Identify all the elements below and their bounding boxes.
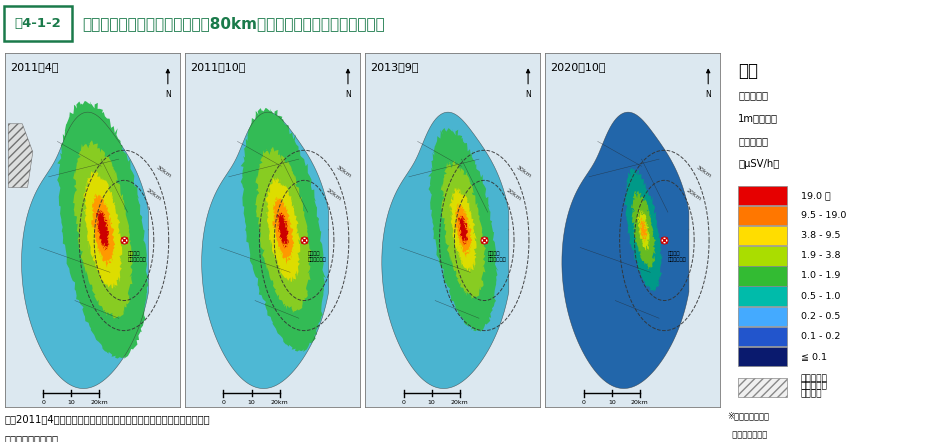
Text: 20km: 20km (505, 187, 522, 202)
Text: 1.0 - 1.9: 1.0 - 1.9 (801, 271, 840, 281)
Polygon shape (255, 147, 311, 313)
Text: （μSV/h）: （μSV/h） (738, 159, 779, 169)
Bar (738, 286, 787, 306)
Text: 0: 0 (582, 400, 586, 405)
Text: 30km: 30km (335, 164, 352, 179)
Text: 1mの高さの: 1mの高さの (738, 113, 778, 123)
Polygon shape (272, 197, 295, 265)
Text: 然核種による空: 然核種による空 (727, 431, 768, 440)
Polygon shape (265, 177, 301, 282)
Text: 10: 10 (608, 400, 615, 405)
Text: 凡例: 凡例 (738, 62, 758, 80)
Text: 福島第一
原子力発電所: 福島第一 原子力発電所 (487, 251, 506, 262)
Polygon shape (382, 112, 509, 389)
Polygon shape (449, 187, 477, 272)
Polygon shape (73, 140, 134, 320)
Text: 10: 10 (247, 400, 255, 405)
Text: 2011年10月: 2011年10月 (191, 62, 246, 72)
Text: 30km: 30km (515, 164, 532, 179)
Bar (738, 327, 787, 346)
Polygon shape (277, 211, 289, 248)
Polygon shape (91, 194, 116, 268)
Polygon shape (630, 191, 656, 269)
Polygon shape (441, 160, 486, 299)
Text: 図4-1-2: 図4-1-2 (14, 17, 62, 30)
Text: 0: 0 (222, 400, 226, 405)
Bar (738, 226, 787, 245)
Polygon shape (458, 214, 469, 245)
Text: 2020年10月: 2020年10月 (551, 62, 606, 72)
Text: 3.8 - 9.5: 3.8 - 9.5 (801, 231, 840, 240)
Bar (738, 266, 787, 286)
Text: 福島第一
原子力発電所: 福島第一 原子力発電所 (307, 251, 326, 262)
Text: 空間線量率: 空間線量率 (738, 136, 768, 146)
Text: 10: 10 (428, 400, 435, 405)
Text: 福島第一
原子力発電所: 福島第一 原子力発電所 (127, 251, 146, 262)
Text: 地表面から: 地表面から (738, 90, 768, 100)
Text: 0: 0 (402, 400, 406, 405)
Text: 0.2 - 0.5: 0.2 - 0.5 (801, 312, 840, 321)
Text: 2011年4月: 2011年4月 (10, 62, 59, 72)
Text: 2013年9月: 2013年9月 (371, 62, 419, 72)
Polygon shape (623, 168, 664, 292)
Text: 1.9 - 3.8: 1.9 - 3.8 (801, 251, 840, 260)
Polygon shape (637, 209, 650, 251)
Text: 20km: 20km (631, 400, 648, 405)
Text: ≦ 0.1: ≦ 0.1 (801, 352, 827, 361)
Polygon shape (57, 101, 150, 358)
Text: N: N (165, 90, 171, 99)
Text: 資料：原子力規制庁: 資料：原子力規制庁 (5, 434, 59, 442)
Bar (738, 246, 787, 266)
Text: 0.5 - 1.0: 0.5 - 1.0 (801, 292, 840, 301)
Text: 30km: 30km (155, 164, 172, 179)
Text: N: N (345, 90, 351, 99)
Text: 20km: 20km (685, 187, 702, 202)
Text: N: N (525, 90, 531, 99)
Text: 20km: 20km (145, 187, 162, 202)
Text: 19.0 ＜: 19.0 ＜ (801, 191, 830, 200)
Text: 20km: 20km (91, 400, 108, 405)
Polygon shape (22, 112, 149, 389)
Polygon shape (202, 112, 329, 389)
Bar (738, 186, 787, 205)
Polygon shape (83, 170, 122, 289)
Text: 20km: 20km (451, 400, 468, 405)
Bar (738, 307, 787, 326)
Text: 9.5 - 19.0: 9.5 - 19.0 (801, 211, 846, 220)
Polygon shape (96, 209, 110, 251)
Bar (738, 206, 787, 225)
Text: N: N (705, 90, 711, 99)
Text: 注：2011年4月のマップは現在と異なる手法によりマッピングされた。: 注：2011年4月のマップは現在と異なる手法によりマッピングされた。 (5, 415, 210, 424)
Polygon shape (428, 128, 499, 332)
Text: 0: 0 (42, 400, 46, 405)
Polygon shape (454, 203, 472, 258)
Text: ない範囲: ない範囲 (801, 389, 822, 399)
Bar (4, 5, 72, 41)
Polygon shape (9, 124, 33, 187)
Text: 0.1 - 0.2: 0.1 - 0.2 (801, 332, 840, 341)
Polygon shape (241, 108, 326, 352)
Text: 福島第一
原子力発電所: 福島第一 原子力発電所 (667, 251, 686, 262)
Polygon shape (639, 217, 647, 243)
Text: 10: 10 (67, 400, 75, 405)
Polygon shape (562, 112, 689, 389)
Text: 測定結果が: 測定結果が (801, 374, 828, 383)
Text: 20km: 20km (325, 187, 342, 202)
Text: ※本マップには天: ※本マップには天 (727, 411, 769, 420)
Text: 得られてい: 得られてい (801, 382, 828, 391)
Bar (738, 377, 787, 397)
Text: 20km: 20km (271, 400, 288, 405)
Text: 東京電力福島第一原子力発電所80km圏内における空間線量率の分布: 東京電力福島第一原子力発電所80km圏内における空間線量率の分布 (82, 16, 385, 30)
Bar (738, 347, 787, 366)
Text: 30km: 30km (695, 164, 712, 179)
